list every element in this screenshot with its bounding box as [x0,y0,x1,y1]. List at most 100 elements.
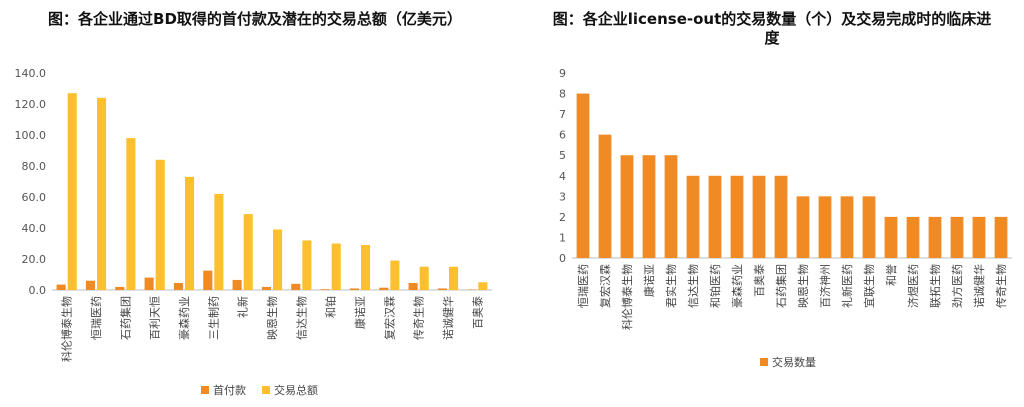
chart-right-bar-series1 [686,175,700,258]
chart-right-y-tick-label: 6 [559,129,566,142]
chart-right-bar-series1 [642,155,656,258]
chart-right-category-label: 传奇生物 [994,264,1008,308]
chart-left-bar-series1 [232,279,242,290]
chart-right-category-label: 康诺亚 [642,264,656,297]
chart-left-y-tick-label: 140.0 [15,67,47,80]
chart-left-category-label: 礼新 [236,296,250,318]
chart-left-bar-series1 [85,280,95,290]
chart-right-bar-series1 [972,216,986,258]
chart-left-title: 图：各企业通过BD取得的首付款及潜在的交易总额（亿美元） [48,10,462,28]
chart-left-category-label: 三生制药 [206,296,220,340]
chart-left-bar-series1 [203,270,213,290]
chart-left-category-label: 恒瑞医药 [89,296,103,340]
chart-left-category-label: 诺诚健华 [441,296,455,340]
chart-left-bar-series2 [361,245,371,290]
chart-right-y-tick-label: 9 [559,67,566,80]
chart-right-category-label: 科伦博泰生物 [620,264,634,330]
chart-right-bar-series1 [774,175,788,258]
chart-right-y-tick-label: 4 [559,170,566,183]
chart-right-title: 图：各企业license-out的交易数量（个）及交易完成时的临床进度 [552,10,992,47]
chart-right-category-label: 恒瑞医药 [576,264,590,308]
chart-right-category-label: 信达生物 [686,264,700,308]
chart-left-bar-series1 [349,288,359,290]
chart-left-category-label: 传奇生物 [412,296,426,340]
chart-right-category-label: 和誉 [884,264,898,286]
chart-left-bar-series2 [214,193,224,290]
chart-left-legend-label: 首付款 [213,383,246,397]
chart-left-bar-series2 [67,93,77,291]
chart-left-panel: 图：各企业通过BD取得的首付款及潜在的交易总额（亿美元） 0.0 20.0 40.0… [15,10,492,397]
chart-left-bar-series2 [126,138,136,290]
chart-right-bar-series1 [884,216,898,258]
chart-right-category-label: 映恩生物 [796,264,810,308]
chart-left-bar-series1 [144,277,154,290]
chart-right-category-label: 豪森药业 [730,264,744,308]
chart-right-bar-series1 [862,196,876,258]
chart-left-category-label: 科伦博泰生物 [60,296,74,362]
chart-right-bar-series1 [708,175,722,258]
chart-left-category-label: 信达生物 [294,296,308,340]
chart-right-bar-series1 [752,175,766,258]
chart-left-bar-series2 [97,97,107,290]
chart-left-category-label: 和铂 [324,296,338,318]
chart-right-category-label: 劲方医药 [950,264,964,308]
chart-right-category-label: 复宏汉霖 [598,264,612,308]
chart-right-bar-series1 [620,155,634,258]
chart-right-y-tick-label: 3 [559,190,566,203]
chart-left-category-label: 映恩生物 [265,296,279,340]
chart-right-y-tick-label: 1 [559,231,566,244]
chart-right-category-label: 诺诚健华 [972,264,986,308]
chart-right-category-label: 联拓生物 [928,264,942,308]
chart-left-bar-series1 [115,286,125,290]
chart-left-bar-series1 [261,286,271,290]
chart-left-bar-series1 [437,288,447,290]
chart-right-y-tick-label: 5 [559,149,566,162]
chart-right-category-label: 和铂医药 [708,264,722,308]
chart-right-y-tick-label: 0 [559,252,566,265]
chart-left-y-tick-label: 80.0 [22,160,47,173]
chart-right-y-tick-label: 7 [559,108,566,121]
chart-right-y-tick-label: 2 [559,211,566,224]
chart-left-category-label: 石药集团 [118,296,132,340]
chart-left-y-tick-label: 100.0 [15,129,47,142]
chart-right-category-label: 君实生物 [664,264,678,308]
chart-left-bar-series1 [379,287,389,290]
chart-right-category-label: 礼新医药 [840,264,854,308]
chart-left-y-tick-label: 120.0 [15,98,47,111]
chart-left-category-label: 豪森药业 [177,296,191,340]
chart-right-bar-series1 [818,196,832,258]
chart-left-bar-series2 [390,260,400,290]
chart-right-y-tick-label: 8 [559,88,566,101]
chart-left-bar-series2 [302,240,312,290]
chart-left-category-label: 百奥泰 [470,296,484,329]
chart-left-bar-series2 [478,282,488,290]
chart-right-category-label: 济煜医药 [906,264,920,308]
chart-left-y-tick-label: 0.0 [29,284,47,297]
chart-left-bar-series1 [291,283,301,290]
chart-left-legend-label: 交易总额 [274,383,318,397]
chart-left-bar-series2 [155,159,165,290]
chart-right-bar-series1 [664,155,678,258]
chart-right-category-label: 宜联生物 [862,264,876,308]
chart-left-bar-series1 [56,284,66,290]
chart-right-svg: 0 1 2 3 4 5 6 7 8 9 恒瑞医药 复宏汉霖 科伦博泰生物 康诺亚 君实生物 信达生物 和铂医药豪… [559,67,1012,369]
chart-left-svg: 0.0 20.0 40.0 60.0 80.0 100.0 120.0 140.0 科伦博泰生物… [15,67,492,397]
chart-left-bar-series1 [408,283,418,290]
chart-right-legend-swatch [760,358,768,366]
chart-left-legend-swatch [201,386,209,394]
chart-right-bar-series1 [796,196,810,258]
chart-right-bar-series1 [928,216,942,258]
chart-left-legend-swatch [262,386,270,394]
chart-right-panel: 图：各企业license-out的交易数量（个）及交易完成时的临床进度 0 1 2 3… [512,0,1024,407]
chart-right-bar-series1 [906,216,920,258]
chart-right-bar-series1 [598,134,612,258]
chart-left-bar-series2 [419,266,429,290]
chart-left-y-tick-label: 20.0 [22,253,47,266]
chart-left-bar-series2 [243,214,253,290]
chart-left-category-label: 百利天恒 [149,296,162,340]
chart-right-legend-label: 交易数量 [772,355,816,369]
chart-right-bar-series1 [950,216,964,258]
chart-left-bar-series2 [185,176,195,290]
chart-right-category-label: 百济神州 [818,264,832,308]
chart-left-y-tick-label: 60.0 [22,191,47,204]
